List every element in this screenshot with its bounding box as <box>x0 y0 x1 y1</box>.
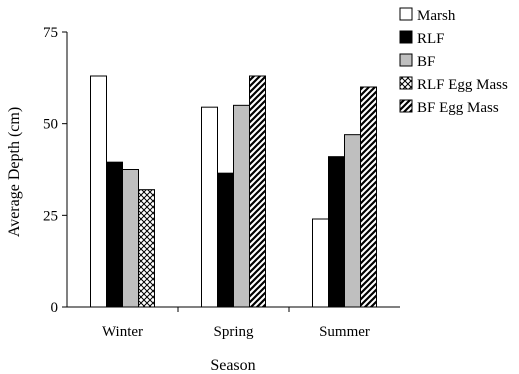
bar-winter-bf <box>122 169 139 308</box>
y-tick-label: 0 <box>51 300 59 316</box>
legend-label-bf: BF <box>417 54 435 70</box>
bars <box>90 75 377 308</box>
x-tick-label-summer: Summer <box>319 324 370 340</box>
plot-area: 0 25 50 75 Winter Spring Summer <box>43 25 400 340</box>
legend-label-rlf-egg-mass: RLF Egg Mass <box>417 77 508 93</box>
legend-swatch-bf-egg-mass <box>399 99 413 113</box>
y-ticks: 0 25 50 75 <box>43 25 67 316</box>
bar-winter-rlf <box>106 161 123 308</box>
legend-label-marsh: Marsh <box>417 8 456 24</box>
y-tick-label: 50 <box>43 117 58 133</box>
legend-swatch-rlf-egg-mass <box>399 76 413 90</box>
bar-summer-marsh <box>312 218 329 308</box>
y-axis-title: Average Depth (cm) <box>6 107 23 237</box>
bar-winter-marsh <box>90 75 107 308</box>
x-tick-label-spring: Spring <box>213 324 254 340</box>
x-ticks: Winter Spring Summer <box>102 307 370 340</box>
legend-swatch-marsh <box>399 7 413 21</box>
legend: Marsh RLF BF RLF Egg Mass BF Egg Mass <box>399 7 508 116</box>
legend-label-bf-egg-mass: BF Egg Mass <box>417 100 499 116</box>
bar-summer-bf <box>344 134 361 308</box>
bar-spring-rlf <box>217 172 234 308</box>
legend-swatch-bf <box>399 53 413 67</box>
bar-winter-rlf-egg-mass <box>138 189 155 308</box>
y-tick-label: 25 <box>43 208 58 224</box>
legend-swatch-rlf <box>399 30 413 44</box>
bar-spring-bf-egg-mass <box>249 75 266 308</box>
bar-summer-bf-egg-mass <box>360 86 377 308</box>
bar-spring-bf <box>233 104 250 308</box>
y-tick-label: 75 <box>43 25 58 41</box>
x-tick-label-winter: Winter <box>102 324 143 340</box>
x-axis-title: Season <box>210 357 255 374</box>
bar-summer-rlf <box>328 156 345 308</box>
legend-label-rlf: RLF <box>417 31 445 47</box>
bar-spring-marsh <box>201 106 218 308</box>
